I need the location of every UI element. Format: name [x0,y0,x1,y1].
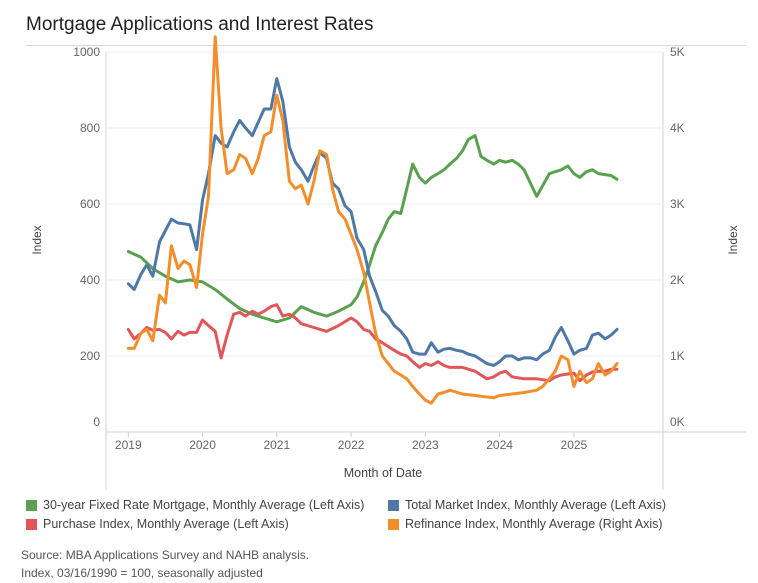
x-tick-label: 2024 [486,438,513,452]
title-divider [26,45,746,46]
series-line-0 [126,134,619,324]
legend-label: Refinance Index, Monthly Average (Right … [405,517,663,531]
y-axis-label-right: Index [726,225,740,254]
source-line-2: Index, 03/16/1990 = 100, seasonally adju… [21,566,263,580]
y-right-tick-label: 5K [670,45,685,59]
x-tick-label: 2021 [263,438,290,452]
series-lines [126,35,619,405]
y-right-tick-label: 4K [670,121,685,135]
legend-label: Purchase Index, Monthly Average (Left Ax… [43,517,289,531]
y-axis-label-left: Index [30,225,44,254]
y-left-tick-label: 600 [80,197,100,211]
y-left-tick-label: 800 [80,121,100,135]
series-line-3 [126,35,619,405]
legend-label: 30-year Fixed Rate Mortgage, Monthly Ave… [43,498,365,512]
legend-swatch-blue [388,499,399,511]
gridlines [106,51,663,357]
x-axis-label: Month of Date [344,466,423,480]
y-right-tick-label: 2K [670,273,685,287]
plot-frame [105,52,746,490]
x-tick-label: 2022 [338,438,365,452]
x-tick-label: 2020 [189,438,216,452]
x-tick-label: 2023 [412,438,439,452]
y-right-tick-label: 3K [670,197,685,211]
y-right-tick-label: 1K [670,349,685,363]
axes: 0 200 400 600 800 1000 0K 1K 2K 3K 4K 5K 2019 2020 202… [73,45,684,452]
chart-title: Mortgage Applications and Interest Rates [26,14,374,35]
legend-swatch-orange [388,518,399,530]
legend-item-total-market[interactable]: Total Market Index, Monthly Average (Lef… [388,498,666,512]
legend-item-purchase[interactable]: Purchase Index, Monthly Average (Left Ax… [26,517,289,531]
x-tick-label: 2025 [561,438,588,452]
source-note: Source: MBA Applications Survey and NAHB… [21,546,309,582]
y-left-tick-label: 1000 [73,45,100,59]
legend-item-refinance[interactable]: Refinance Index, Monthly Average (Right … [388,517,663,531]
y-right-tick-label: 0K [670,415,685,429]
legend-item-30yr-fixed[interactable]: 30-year Fixed Rate Mortgage, Monthly Ave… [26,498,364,512]
legend-swatch-green [26,499,37,511]
legend-label: Total Market Index, Monthly Average (Lef… [405,498,667,512]
y-left-tick-label: 400 [80,273,100,287]
x-tick-label: 2019 [115,438,142,452]
source-line-1: Source: MBA Applications Survey and NAHB… [21,548,310,562]
legend-swatch-red [26,518,37,530]
series-line-2 [126,303,619,383]
y-left-tick-label: 0 [93,415,100,429]
y-left-tick-label: 200 [80,349,100,363]
